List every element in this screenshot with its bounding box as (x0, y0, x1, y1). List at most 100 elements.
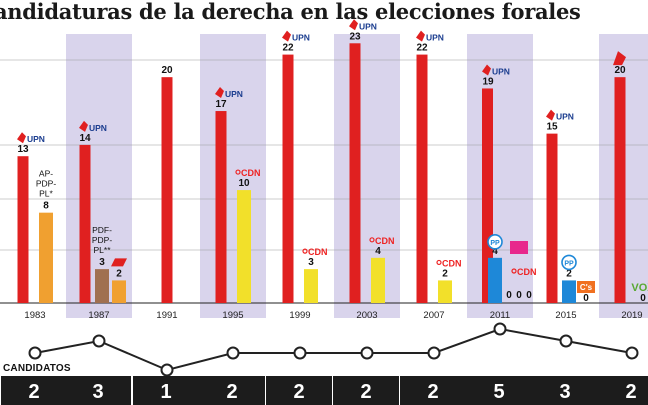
seat-value-label: 17 (215, 99, 227, 110)
seat-value-label: 22 (282, 43, 294, 54)
cdn-logo-icon (369, 237, 375, 243)
candidates-count-label: 2 (293, 381, 304, 403)
seat-value-label: 4 (375, 246, 381, 257)
candidates-trend-line (34, 327, 633, 372)
upn-logo-icon (17, 132, 26, 144)
candidates-trend-point (293, 346, 307, 360)
upn-logo-text: UPN (225, 89, 243, 99)
seat-value-label: 0 (506, 290, 512, 301)
year-tick-label: 2015 (555, 310, 576, 321)
seat-bar (482, 88, 493, 303)
cdn-logo-icon (302, 248, 308, 254)
pp-logo-text: PP (564, 260, 574, 267)
background-band (200, 34, 266, 318)
candidates-count-label: 2 (226, 381, 237, 403)
seat-bar (488, 257, 502, 303)
year-tick-label: 1991 (156, 310, 177, 321)
seat-bar (95, 269, 109, 303)
candidates-count-box (133, 376, 199, 405)
candidates-trend-point (160, 363, 174, 377)
seat-bar (614, 77, 626, 304)
upn-logo-icon (282, 30, 291, 42)
upn-logo-text: UPN (292, 33, 310, 43)
party-name-label: PDP- (36, 179, 56, 189)
candidates-count-label: 2 (28, 381, 39, 403)
seat-value-label: 23 (349, 31, 361, 42)
candidates-count-label: 5 (493, 381, 504, 403)
party-name-label: PDF- (92, 225, 112, 235)
party-logo: C's (577, 281, 595, 293)
seat-bar (215, 111, 227, 304)
party-logo (111, 258, 127, 267)
candidates-trend-point (28, 346, 42, 360)
party-name-label: PL* (39, 189, 53, 199)
candidates-count-box (532, 376, 598, 405)
party-name-label: PDP- (92, 235, 112, 245)
candidates-count-label: 3 (559, 381, 570, 403)
year-tick-label: 1999 (289, 310, 310, 321)
candidates-trend-point (92, 334, 106, 348)
seat-value-label: 19 (482, 76, 494, 87)
seat-bar (282, 54, 294, 304)
upn-logo-icon (546, 109, 555, 121)
year-tick-label: 1983 (24, 310, 45, 321)
year-tick-label: 1995 (222, 310, 243, 321)
ap-logo-icon (111, 258, 127, 267)
party-logo: UPN (546, 109, 574, 122)
seat-bar (79, 144, 91, 303)
seat-value-label: 0 (583, 293, 589, 304)
seat-value-label: 2 (116, 268, 122, 279)
cdn-logo-icon (511, 268, 517, 274)
cdn-logo-text: CDN (308, 247, 328, 257)
candidates-count-label: 2 (360, 381, 371, 403)
cdn-logo-icon (235, 169, 241, 175)
candidates-trend-point (559, 334, 573, 348)
seat-bar (371, 257, 385, 303)
party-logo: UPN (79, 120, 107, 133)
party-logo: UPN (282, 30, 310, 43)
upn-logo-icon (215, 87, 224, 99)
cs-logo-icon (577, 281, 595, 293)
background-band (334, 34, 400, 318)
cdn-logo-text: CDN (517, 267, 537, 277)
upn-logo-text: UPN (27, 134, 45, 144)
candidates-count-box (333, 376, 399, 405)
seat-bar (546, 133, 558, 303)
seat-value-label: 3 (308, 257, 314, 268)
seat-value-label: 0 (526, 290, 532, 301)
year-tick-label: 2007 (423, 310, 444, 321)
upn-logo-icon (349, 19, 358, 31)
party-logo: UPN (17, 132, 45, 144)
candidates-count-label: 1 (160, 381, 171, 403)
upn-logo-text: UPN (556, 112, 574, 122)
year-tick-label: 1987 (88, 310, 109, 321)
party-logo: UPN (349, 19, 377, 31)
candidates-count-box (199, 376, 265, 405)
seat-value-label: 8 (43, 201, 49, 212)
seat-value-label: 14 (79, 133, 91, 144)
seat-value-label: 3 (99, 257, 105, 268)
pp-logo-icon (487, 234, 503, 250)
seat-bar (17, 156, 29, 303)
seat-value-label: 2 (442, 268, 448, 279)
seat-value-label: 13 (17, 144, 29, 155)
party-logo: UPN (215, 87, 243, 99)
seat-value-label: 22 (416, 43, 428, 54)
seat-value-label: 4 (492, 246, 498, 257)
candidates-count-label: 2 (625, 381, 636, 403)
candidates-count-label: 3 (92, 381, 103, 403)
party-logo: CDN (235, 168, 261, 178)
party-logo: PP (561, 254, 577, 271)
candidates-count-box (1, 376, 67, 405)
upn-logo-icon (79, 120, 88, 132)
year-tick-label: 2011 (490, 310, 510, 321)
party-logo: VOX (631, 282, 648, 294)
chart-title: andidaturas de la derecha en las eleccio… (0, 0, 581, 24)
party-logo: CDN (436, 258, 462, 268)
pp-logo-text: PP (490, 240, 500, 247)
seat-bar (112, 280, 126, 303)
pink-party-logo-icon (510, 241, 528, 254)
upn-logo-text: UPN (426, 33, 444, 43)
vox-logo-icon: VOX (631, 282, 648, 294)
